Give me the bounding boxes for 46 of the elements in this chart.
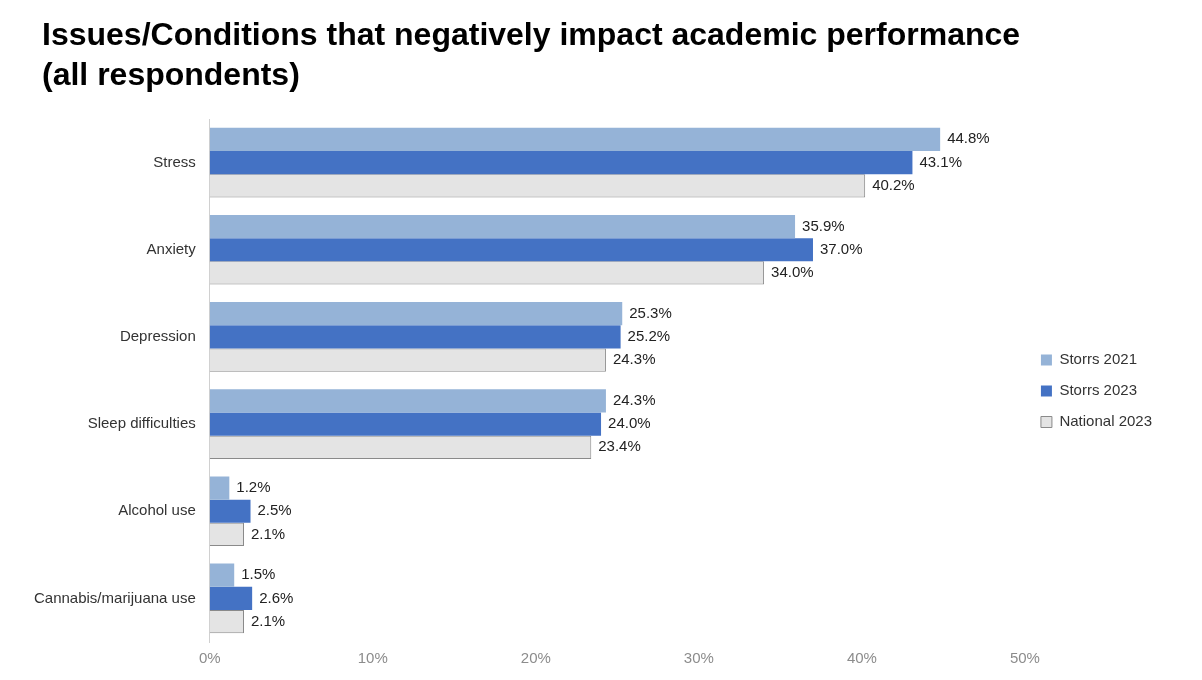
data-label: 1.5% [241, 565, 276, 583]
data-label: 23.4% [598, 437, 641, 455]
bar [209, 476, 230, 500]
data-label: 24.3% [612, 350, 656, 368]
bar [209, 127, 941, 151]
y-tick-label: Sleep difficulties [87, 414, 196, 432]
data-label: 44.8% [947, 129, 990, 147]
data-label: 2.6% [259, 588, 294, 606]
x-tick-label: 50% [1009, 649, 1040, 667]
y-tick-label: Alcohol use [118, 501, 196, 519]
x-tick-label: 40% [846, 649, 877, 667]
bar [209, 214, 796, 239]
bar [209, 238, 813, 262]
data-label: 43.1% [919, 152, 962, 170]
data-label: 1.2% [236, 478, 271, 496]
x-tick-label: 30% [683, 649, 714, 667]
data-label: 35.9% [802, 216, 845, 234]
data-label: 25.3% [629, 303, 672, 321]
bar [209, 499, 251, 523]
data-label: 40.2% [872, 175, 915, 193]
bar [209, 302, 623, 326]
x-tick-label: 0% [198, 649, 221, 667]
y-tick-label: Cannabis/marijuana use [34, 588, 196, 606]
data-label: 2.1% [251, 611, 286, 629]
data-label: 34.0% [771, 263, 814, 281]
bar [209, 412, 602, 436]
data-label: 2.1% [251, 524, 286, 542]
y-tick-label: Anxiety [146, 239, 197, 257]
y-tick-label: Stress [153, 152, 196, 170]
legend-label: Storrs 2023 [1059, 381, 1137, 399]
data-label: 24.0% [608, 414, 651, 432]
bar [209, 389, 606, 413]
data-label: 24.3% [612, 390, 656, 408]
bar [209, 325, 621, 349]
legend-label: National 2023 [1059, 412, 1153, 430]
y-tick-label: Depression [119, 327, 196, 345]
x-tick-label: 20% [520, 649, 551, 667]
bar [209, 563, 235, 587]
x-tick-label: 10% [357, 649, 388, 667]
bar [209, 586, 253, 611]
chart-title: Issues/Conditions that negatively impact academic performance (all respondents) [42, 15, 1022, 94]
data-label: 37.0% [819, 239, 863, 257]
bar [209, 150, 913, 175]
legend-label: Storrs 2021 [1059, 350, 1137, 368]
data-label: 25.2% [627, 327, 671, 345]
data-label: 2.5% [257, 501, 292, 519]
